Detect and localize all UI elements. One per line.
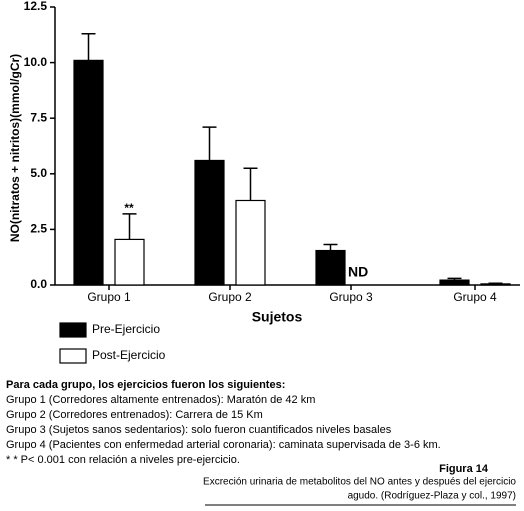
x-tick-label: Grupo 4 <box>453 290 497 304</box>
y-tick-label: 12.5 <box>24 0 48 13</box>
figure-label: Figura 14 <box>439 463 489 475</box>
annotation: ** <box>124 201 134 215</box>
error-bar <box>488 282 503 284</box>
y-axis-label: NO(nitratos + nitritos)(mmol/gCr) <box>8 54 22 242</box>
error-bar <box>202 126 217 161</box>
x-tick-label: Grupo 1 <box>87 290 131 304</box>
y-tick-label: 10.0 <box>24 55 48 69</box>
legend-label: Post-Ejercicio <box>92 348 166 362</box>
caption-line: Excreción urinaria de metabolitos del NO… <box>203 477 516 488</box>
legend-swatch <box>59 322 87 338</box>
error-bar <box>243 167 258 201</box>
y-tick-label: 7.5 <box>30 110 47 124</box>
note-line: * * P< 0.001 con relación a niveles pre-… <box>6 454 240 466</box>
bar <box>315 249 346 286</box>
annotation: ND <box>348 264 368 280</box>
note-line: Grupo 2 (Corredores entrenados): Carrera… <box>6 409 263 421</box>
bar <box>194 159 225 286</box>
y-tick-label: 0.0 <box>30 277 47 291</box>
y-tick-label: 2.5 <box>30 222 47 236</box>
legend-label: Pre-Ejercicio <box>92 322 160 336</box>
bar <box>480 283 511 286</box>
note-line: Grupo 4 (Pacientes con enfermedad arteri… <box>6 439 441 451</box>
note-line: Grupo 3 (Sujetos sanos sedentarios): sol… <box>6 424 392 436</box>
x-tick-label: Grupo 2 <box>208 290 252 304</box>
notes-heading: Para cada grupo, los ejercicios fueron l… <box>6 379 285 391</box>
bar <box>114 238 145 286</box>
x-axis-label: Sujetos <box>252 309 303 325</box>
y-tick-label: 5.0 <box>30 166 47 180</box>
bar <box>439 279 470 286</box>
bar <box>73 59 104 286</box>
error-bar <box>81 32 96 61</box>
note-line: Grupo 1 (Corredores altamente entrenados… <box>6 394 315 406</box>
bar <box>235 199 266 286</box>
x-tick-label: Grupo 3 <box>329 290 373 304</box>
error-bar <box>447 277 462 281</box>
caption-line: agudo. (Rodríguez-Plaza y col., 1997) <box>348 491 516 502</box>
error-bar <box>323 243 338 251</box>
legend-swatch <box>59 348 87 364</box>
error-bar <box>122 213 137 240</box>
